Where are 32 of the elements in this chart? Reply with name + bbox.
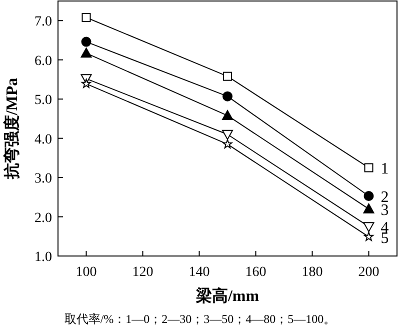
- point: [364, 190, 374, 201]
- x-tick-label: 200: [358, 265, 380, 280]
- point: [222, 130, 233, 140]
- point: [82, 12, 91, 22]
- y-axis-title: 抗弯强度/MPa: [2, 78, 21, 180]
- point: [363, 203, 374, 214]
- y-tick-label: 3.0: [34, 172, 52, 187]
- point: [364, 232, 374, 241]
- x-axis-title: 梁高/mm: [194, 286, 260, 305]
- y-tick-label: 2.0: [34, 210, 52, 226]
- point: [222, 139, 232, 148]
- text: 取代率/%：1—0；2—30；3—50；4—80；5—100。: [64, 312, 336, 326]
- y-tick-label: 4.0: [34, 132, 52, 148]
- point: [223, 72, 232, 81]
- point: [222, 110, 233, 120]
- point: [222, 91, 232, 102]
- x-tick-label: 180: [302, 265, 323, 280]
- x-tick-label: 140: [188, 265, 210, 280]
- point: [81, 36, 92, 47]
- x-tick-label: 120: [132, 265, 154, 280]
- y-tick-label: 5.0: [34, 93, 52, 108]
- series-label: 3: [380, 202, 389, 219]
- point: [363, 222, 374, 232]
- point: [81, 78, 92, 88]
- y-tick-label: 6.0: [34, 54, 52, 69]
- x-tick-label: 160: [245, 265, 266, 280]
- y-tick-label: 1.0: [34, 250, 52, 265]
- point: [364, 163, 374, 172]
- y-tick-label: 7.0: [34, 14, 52, 30]
- series-label: 1: [380, 160, 389, 178]
- point: [80, 48, 92, 58]
- x-tick-label: 100: [76, 265, 97, 280]
